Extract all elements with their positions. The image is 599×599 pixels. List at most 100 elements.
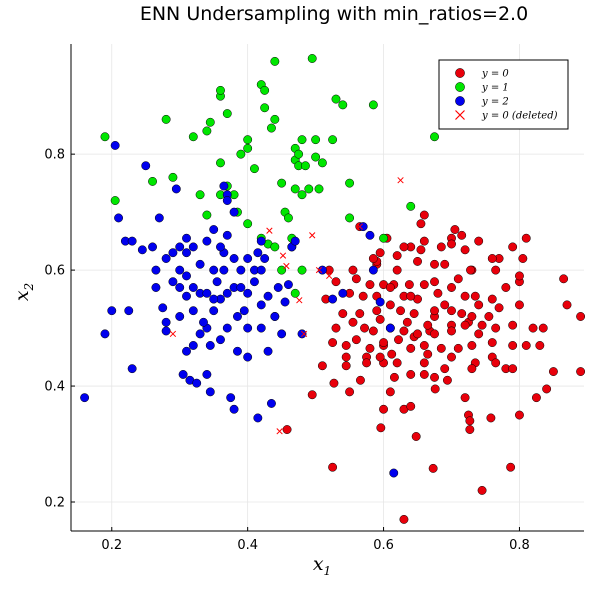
data-point [209,265,219,275]
data-point [260,103,270,113]
data-point [175,265,185,275]
data-point [389,372,399,382]
data-point [406,201,416,211]
data-point [392,251,402,261]
data-point [263,291,273,301]
data-point [399,326,409,336]
data-point [491,265,501,275]
data-point [372,306,382,316]
deleted-point-marker [397,177,404,184]
data-point [100,132,110,142]
data-point [467,341,477,350]
data-point [508,364,518,374]
data-point [506,462,516,472]
data-point [447,239,456,249]
data-point [307,390,317,400]
data-point [345,178,355,188]
data-point [338,309,348,319]
data-point [148,242,157,252]
data-point [209,306,219,316]
data-point [236,265,246,275]
data-point [216,158,225,168]
data-point [542,384,552,394]
data-point [290,184,300,194]
data-point [222,196,232,205]
data-point [182,233,191,243]
data-point [158,303,168,313]
data-point [329,378,339,388]
plot-frame [70,44,584,532]
deleted-point-marker [309,232,316,239]
data-point [465,416,475,426]
data-point [392,358,402,368]
data-point [222,323,232,333]
data-point [358,291,368,301]
data-point [141,161,151,171]
data-point [175,312,185,321]
data-point [470,291,480,301]
y-axis-label: x2 [11,283,36,301]
data-point [124,306,134,316]
data-point [202,288,212,298]
data-point [253,413,263,423]
y-tick-label: 0.4 [44,380,65,395]
data-point [188,242,198,252]
data-point [423,320,433,330]
data-point [413,256,422,266]
x-axis-label: x1 [313,553,331,578]
data-point [175,283,185,292]
data-point [290,236,300,246]
data-point [465,425,475,434]
data-point [368,265,378,275]
data-point [385,387,395,397]
deleted-point-marker [276,428,283,435]
data-point [508,320,518,330]
data-point [559,274,569,284]
data-point [243,135,253,145]
data-point [283,280,293,290]
data-point [355,309,365,319]
data-point [356,375,365,385]
data-point [222,109,232,119]
data-point [273,283,283,292]
data-point [195,190,205,200]
data-point [311,152,321,162]
data-point [474,300,484,310]
data-point [474,236,484,246]
data-point [282,425,292,434]
data-point [404,280,414,290]
data-point [402,317,412,327]
data-point [477,485,487,495]
data-point [528,323,538,333]
data-point [250,164,259,174]
data-point [294,149,304,159]
x-tick-label: 0.4 [237,538,258,553]
data-point [243,352,253,362]
data-point [256,300,266,310]
data-point [219,265,229,275]
data-point [260,85,270,95]
data-point [447,283,456,292]
data-point [392,265,402,275]
data-point [137,245,147,255]
data-point [345,213,355,223]
data-point [416,245,426,255]
data-point [379,233,389,243]
data-point [515,410,524,420]
data-point [419,236,429,246]
data-point [430,329,439,339]
legend-label: y = 0 [481,69,509,80]
data-point [256,323,266,333]
data-point [562,300,572,310]
legend-label: y = 2 [481,97,509,108]
data-point [202,236,212,246]
data-point [100,329,110,339]
legend-marker [455,96,465,106]
data-point [188,132,198,142]
series-group [282,210,586,524]
legend-marker [455,82,465,92]
data-point [182,248,191,258]
y-tick-label: 0.8 [44,148,65,163]
data-point [243,254,253,263]
data-point [348,265,358,275]
